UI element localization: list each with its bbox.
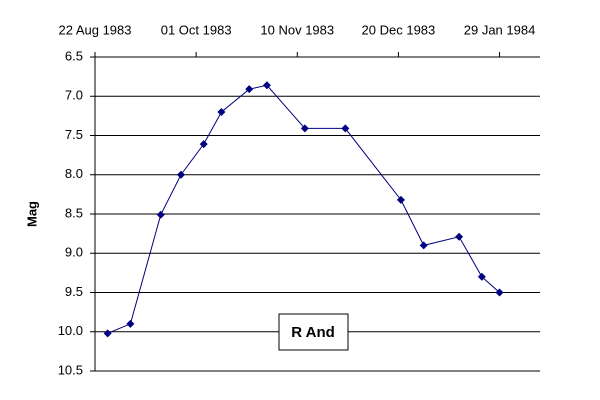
annotation-box bbox=[278, 313, 349, 351]
x-tick-label: 01 Oct 1983 bbox=[161, 22, 232, 37]
x-tick-label: 10 Nov 1983 bbox=[260, 22, 334, 37]
data-line bbox=[107, 84, 500, 334]
data-point bbox=[176, 170, 185, 179]
y-axis-label: Mag bbox=[24, 201, 39, 227]
y-tick-label: 8.5 bbox=[65, 205, 83, 220]
data-point bbox=[217, 107, 226, 116]
data-point bbox=[495, 288, 504, 297]
data-point bbox=[156, 210, 165, 219]
data-point bbox=[419, 241, 428, 250]
y-tick-label: 9.0 bbox=[65, 245, 83, 260]
y-tick-label: 7.5 bbox=[65, 127, 83, 142]
x-tick-label: 22 Aug 1983 bbox=[58, 22, 131, 37]
data-point bbox=[199, 140, 208, 149]
data-point bbox=[245, 85, 254, 94]
data-point bbox=[396, 195, 405, 204]
data-point bbox=[300, 124, 309, 133]
data-point bbox=[341, 124, 350, 133]
data-point bbox=[126, 319, 135, 328]
x-tick-label: 20 Dec 1983 bbox=[362, 22, 436, 37]
annotation: R And bbox=[291, 324, 335, 341]
y-tick-label: 10.0 bbox=[58, 323, 83, 338]
data-point bbox=[477, 272, 486, 281]
x-tick-label: 29 Jan 1984 bbox=[464, 22, 536, 37]
y-tick-label: 8.0 bbox=[65, 166, 83, 181]
y-tick-label: 10.5 bbox=[58, 362, 83, 377]
y-tick-label: 6.5 bbox=[65, 48, 83, 63]
y-tick-label: 7.0 bbox=[65, 88, 83, 103]
data-point bbox=[103, 329, 112, 338]
data-point bbox=[455, 232, 464, 241]
y-tick-label: 9.5 bbox=[65, 284, 83, 299]
data-point bbox=[262, 81, 271, 90]
